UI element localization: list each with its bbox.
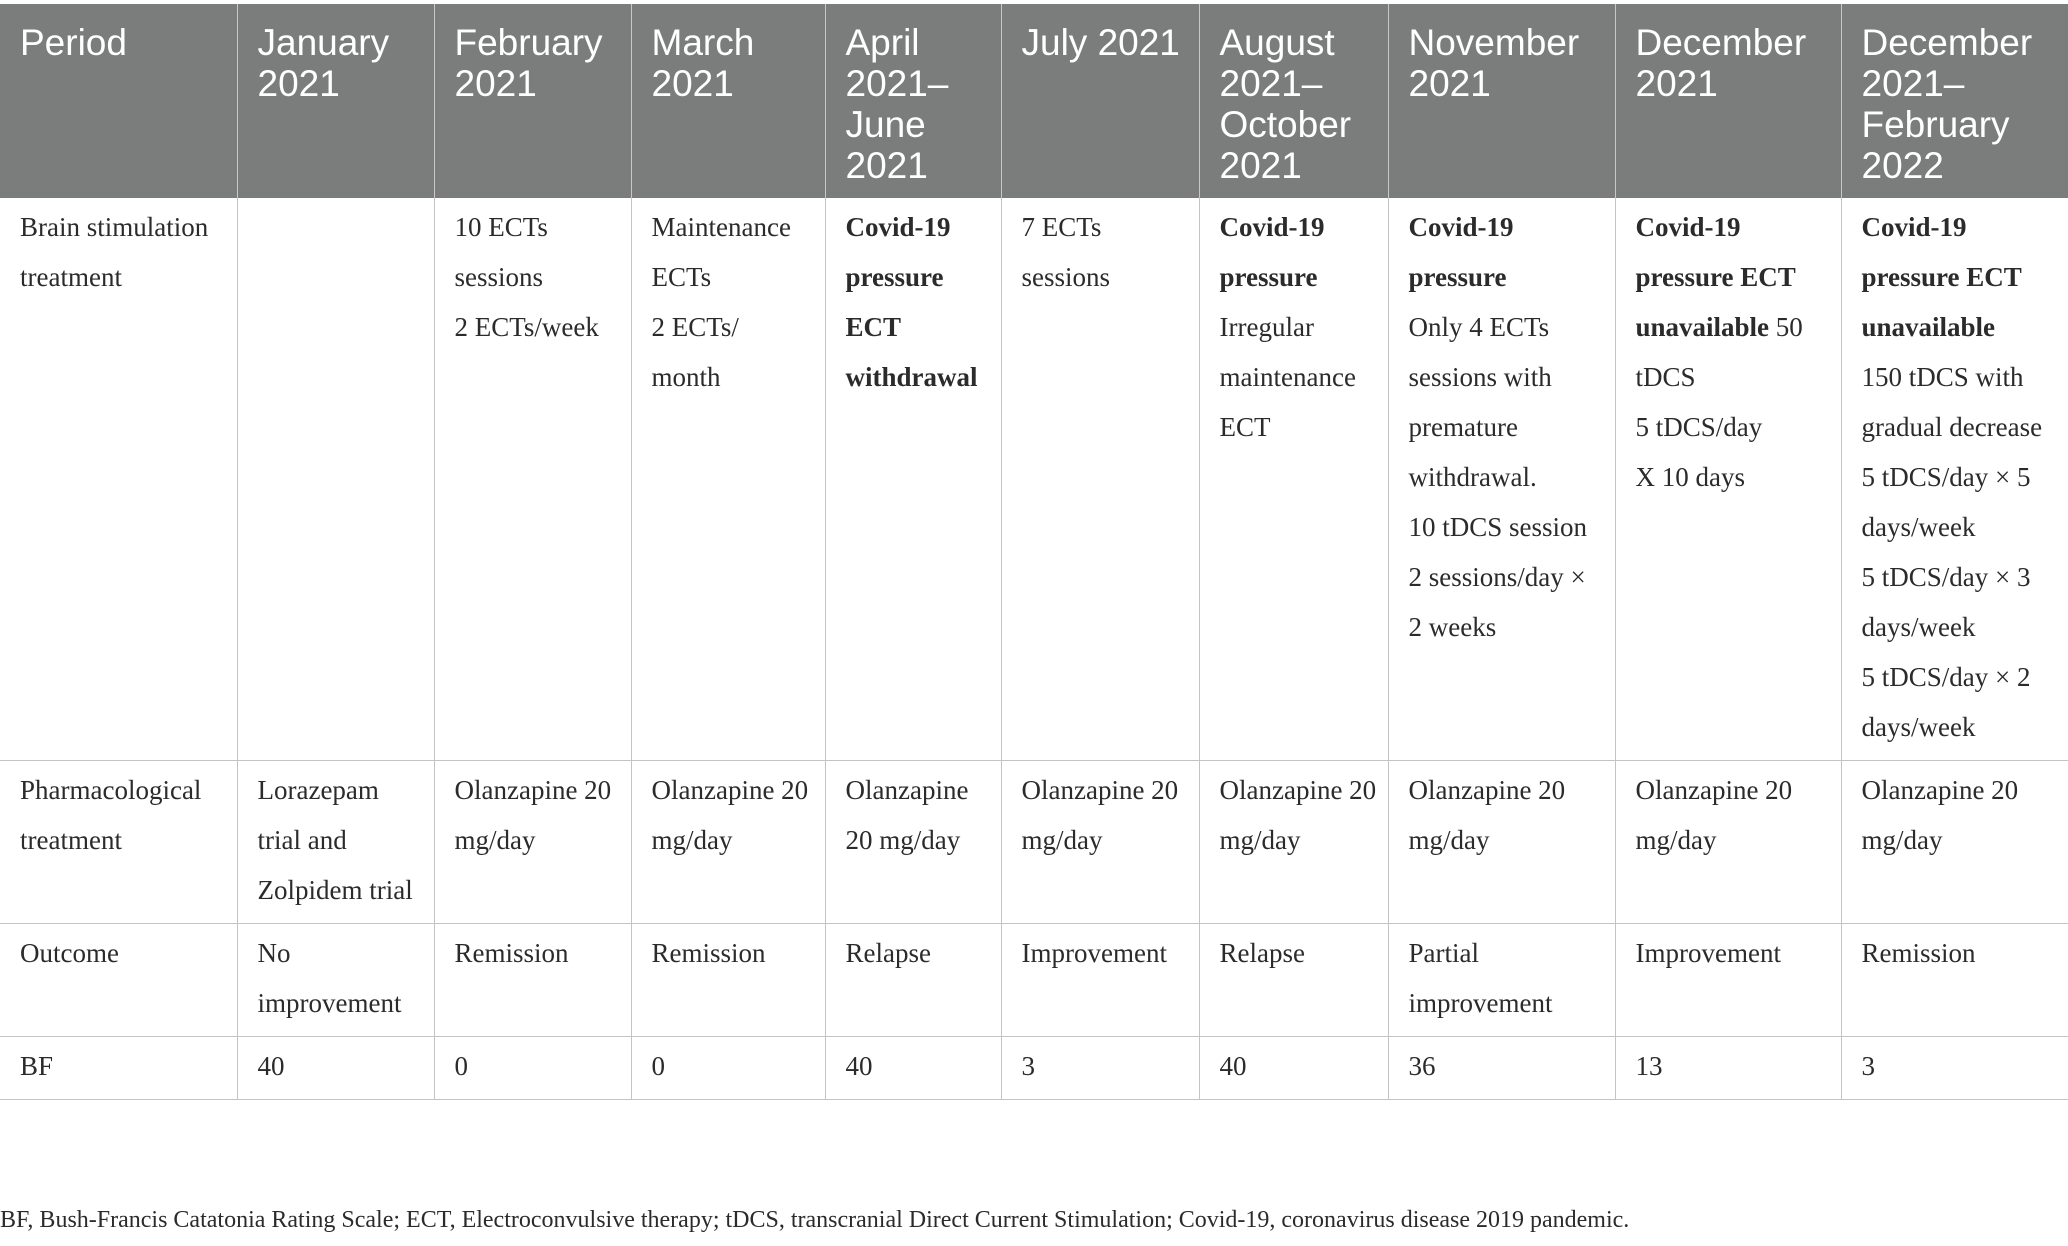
cell-brain-aug-oct: Covid-19 pressure Irregular maintenance … [1198, 198, 1388, 761]
cell-bf-dec: 13 [1614, 1036, 1841, 1100]
cell-line: 2 ECTs/ month [651, 312, 739, 392]
cell-pharma-jul: Olanzapine 20 mg/day [1000, 760, 1199, 924]
cell-bold-line: Covid-19 pressure ECT withdrawal [845, 212, 978, 392]
cell-line: 5 tDCS/day × 2 days/week [1861, 662, 2031, 742]
cell-pharma-feb: Olanzapine 20 mg/day [433, 760, 631, 924]
cell-brain-dec-feb: Covid-19 pressure ECT unavailable 150 tD… [1840, 198, 2068, 761]
cell-mixed-line: Covid-19 pressure ECT unavailable 50 tDC… [1636, 202, 1831, 402]
cell-bf-jan: 40 [236, 1036, 434, 1100]
row-outcome: Outcome No improvement Remission Remissi… [0, 923, 2068, 1037]
header-period: Period [0, 4, 237, 198]
cell-line: X 10 days [1635, 462, 1746, 492]
cell-pharma-nov: Olanzapine 20 mg/day [1387, 760, 1615, 924]
cell-line: 150 tDCS with gradual decrease [1861, 362, 2043, 442]
cell-text: 50 tDCS [1635, 312, 1803, 392]
cell-outcome-apr-jun: Relapse [824, 923, 1001, 1037]
cell-brain-jul: 7 ECTs sessions [1000, 198, 1199, 761]
cell-bf-apr-jun: 40 [824, 1036, 1001, 1100]
cell-line: 7 ECTs sessions [1021, 212, 1111, 292]
cell-bf-dec-feb: 3 [1840, 1036, 2068, 1100]
cell-bf-nov: 36 [1387, 1036, 1615, 1100]
cell-line: 5 tDCS/day × 3 days/week [1861, 562, 2031, 642]
cell-brain-dec: Covid-19 pressure ECT unavailable 50 tDC… [1614, 198, 1841, 761]
table-container: Period January 2021 February 2021 March … [0, 4, 2068, 1100]
cell-pharma-mar: Olanzapine 20 mg/day [630, 760, 825, 924]
cell-bold-line: Covid-19 pressure [1219, 212, 1325, 292]
header-dec-2021-feb-2022: December 2021–February 2022 [1840, 4, 2068, 198]
cell-brain-nov: Covid-19 pressure Only 4 ECTs sessions w… [1387, 198, 1615, 761]
cell-outcome-aug-oct: Relapse [1198, 923, 1388, 1037]
header-jan-2021: January 2021 [236, 4, 434, 198]
cell-bf-mar: 0 [630, 1036, 825, 1100]
row-label-bf: BF [0, 1036, 237, 1100]
row-label-outcome: Outcome [0, 923, 237, 1037]
cell-line: 5 tDCS/day [1635, 412, 1763, 442]
cell-line: 10 ECTs sessions [454, 212, 548, 292]
cell-brain-mar: Maintenance ECTs 2 ECTs/ month [630, 198, 825, 761]
cell-bf-feb: 0 [433, 1036, 631, 1100]
cell-outcome-nov: Partial improvement [1387, 923, 1615, 1037]
cell-bold-text: Covid-19 pressure ECT unavailable [1635, 212, 1796, 342]
row-brain-stimulation: Brain stimulation treatment 10 ECTs sess… [0, 198, 2068, 761]
cell-line: Maintenance ECTs [651, 212, 791, 292]
cell-bf-jul: 3 [1000, 1036, 1199, 1100]
cell-bold-line: Covid-19 pressure ECT unavailable [1861, 212, 2022, 342]
cell-pharma-jan: Lorazepam trial and Zolpidem trial [236, 760, 434, 924]
cell-outcome-mar: Remission [630, 923, 825, 1037]
header-jul-2021: July 2021 [1000, 4, 1199, 198]
header-nov-2021: November 2021 [1387, 4, 1615, 198]
cell-line: 2 ECTs/week [454, 312, 599, 342]
cell-line: 5 tDCS/day × 5 days/week [1861, 462, 2031, 542]
cell-bf-aug-oct: 40 [1198, 1036, 1388, 1100]
cell-bold-line: Covid-19 pressure [1408, 212, 1514, 292]
cell-pharma-dec-feb: Olanzapine 20 mg/day [1840, 760, 2068, 924]
header-feb-2021: February 2021 [433, 4, 631, 198]
table-footnote: BF, Bush-Francis Catatonia Rating Scale;… [0, 1207, 1630, 1233]
cell-brain-feb: 10 ECTs sessions 2 ECTs/week [433, 198, 631, 761]
row-bf: BF 40 0 0 40 3 40 36 13 3 [0, 1036, 2068, 1100]
cell-outcome-dec: Improvement [1614, 923, 1841, 1037]
cell-outcome-jul: Improvement [1000, 923, 1199, 1037]
row-pharmacological: Pharmacological treatment Lorazepam tria… [0, 760, 2068, 924]
header-dec-2021: December 2021 [1614, 4, 1841, 198]
cell-brain-apr-jun: Covid-19 pressure ECT withdrawal [824, 198, 1001, 761]
header-mar-2021: March 2021 [630, 4, 825, 198]
treatment-timeline-table: Period January 2021 February 2021 March … [0, 4, 2068, 1100]
cell-pharma-aug-oct: Olanzapine 20 mg/day [1198, 760, 1388, 924]
cell-line: Only 4 ECTs sessions with premature with… [1408, 312, 1552, 492]
header-aug-oct-2021: August 2021–October 2021 [1198, 4, 1388, 198]
cell-outcome-dec-feb: Remission [1840, 923, 2068, 1037]
cell-line: 2 sessions/day × 2 weeks [1408, 562, 1586, 642]
row-label-brain-stimulation: Brain stimulation treatment [0, 198, 237, 761]
cell-outcome-feb: Remission [433, 923, 631, 1037]
cell-outcome-jan: No improvement [236, 923, 434, 1037]
cell-pharma-apr-jun: Olanzapine 20 mg/day [824, 760, 1001, 924]
row-label-pharmacological: Pharmacological treatment [0, 760, 237, 924]
cell-line: 10 tDCS session [1408, 512, 1588, 542]
header-apr-jun-2021: April 2021–June 2021 [824, 4, 1001, 198]
cell-brain-jan [236, 198, 434, 761]
header-row: Period January 2021 February 2021 March … [0, 4, 2068, 198]
cell-pharma-dec: Olanzapine 20 mg/day [1614, 760, 1841, 924]
cell-line: Irregular maintenance ECT [1219, 312, 1356, 442]
